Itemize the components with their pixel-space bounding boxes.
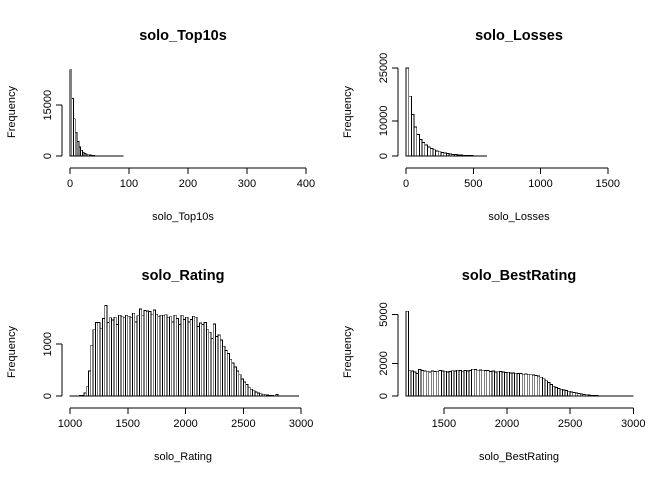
y-tick-label: 5000 [378, 302, 390, 326]
histogram-bar [424, 144, 428, 157]
y-axis-label: Frequency [342, 86, 354, 138]
histogram-bar [405, 67, 410, 157]
histogram-bar [275, 394, 279, 397]
histogram-bar [405, 310, 409, 397]
x-tick-label: 200 [179, 178, 197, 190]
x-tick-label: 2500 [231, 418, 255, 430]
x-tick-label: 500 [464, 178, 482, 190]
histogram-bar [413, 126, 418, 157]
axes: 1000 1500 2000 2500 3000 0 1000 [42, 332, 313, 430]
histogram-bar [427, 146, 431, 157]
x-axis-label: solo_BestRating [479, 451, 559, 463]
histogram-panel-solo-losses: solo_Losses solo_Losses Frequency 0 500 10… [342, 28, 620, 223]
y-tick-label: 25000 [378, 53, 390, 84]
y-tick-label: 0 [378, 153, 390, 159]
chart-title: solo_BestRating [462, 268, 576, 284]
x-tick-label: 2500 [558, 418, 582, 430]
histogram-panel-solo-bestrating: solo_BestRating solo_BestRating Frequenc… [342, 268, 646, 463]
histogram-bar [429, 148, 434, 157]
histogram-bar [443, 152, 447, 157]
x-tick-label: 1000 [528, 178, 552, 190]
histogram-bar [419, 139, 423, 157]
x-axis-label: solo_Losses [488, 211, 550, 223]
y-tick-label: 0 [42, 393, 54, 399]
histogram-bar [437, 151, 442, 157]
histogram-bar [416, 134, 420, 157]
histogram-bar [432, 149, 436, 157]
x-tick-label: 1500 [116, 418, 140, 430]
y-axis-label: Frequency [6, 86, 18, 138]
histogram-bars [405, 67, 488, 157]
x-axis-label: solo_Rating [154, 451, 212, 463]
histogram-bar [456, 154, 461, 157]
histogram-bars [69, 69, 124, 157]
x-tick-label: 1000 [58, 418, 82, 430]
histogram-bar [454, 154, 458, 157]
x-tick-label: 0 [67, 178, 73, 190]
y-axis-label: Frequency [342, 326, 354, 378]
axes: 1500 2000 2500 3000 0 2000 5000 [378, 302, 646, 430]
axes: 0 500 1000 1500 0 10000 25000 [378, 53, 620, 190]
y-tick-label: 2000 [378, 351, 390, 375]
histogram-bars [69, 305, 300, 397]
histogram-bar [451, 153, 455, 157]
histogram-panel-solo-rating: solo_Rating solo_Rating Frequency 1000 15… [6, 268, 313, 463]
histogram-bar [445, 153, 450, 157]
y-tick-label: 0 [378, 393, 390, 399]
chart-title: solo_Rating [142, 268, 225, 284]
histogram-bar [459, 154, 463, 157]
x-axis-label: solo_Top10s [152, 211, 214, 223]
x-tick-label: 2000 [173, 418, 197, 430]
histogram-bar [464, 154, 469, 157]
axes: 0 100 200 300 400 0 15000 [42, 90, 315, 190]
x-tick-label: 3000 [621, 418, 645, 430]
y-axis-label: Frequency [6, 326, 18, 378]
x-tick-label: 100 [120, 178, 138, 190]
x-tick-label: 0 [403, 178, 409, 190]
x-tick-label: 400 [297, 178, 315, 190]
histogram-bar [448, 153, 453, 157]
x-tick-label: 3000 [289, 418, 313, 430]
chart-title: solo_Top10s [139, 28, 227, 44]
x-tick-label: 1500 [432, 418, 456, 430]
y-tick-label: 0 [42, 153, 54, 159]
y-tick-label: 15000 [42, 90, 54, 121]
histogram-bar [435, 150, 439, 157]
x-tick-label: 1500 [596, 178, 620, 190]
histogram-bars [405, 310, 634, 397]
histogram-panel-solo-top10s: solo_Top10s solo_Top10s Frequency 0 100 20… [6, 28, 315, 223]
histogram-bar [410, 114, 415, 157]
histogram-bar [462, 154, 466, 157]
chart-title: solo_Losses [475, 28, 563, 44]
y-tick-label: 1000 [42, 332, 54, 356]
histogram-bar [421, 142, 426, 157]
x-tick-label: 300 [238, 178, 256, 190]
x-tick-label: 2000 [495, 418, 519, 430]
histogram-bar [440, 152, 445, 157]
y-tick-label: 10000 [378, 106, 390, 137]
histogram-bar [408, 95, 412, 157]
